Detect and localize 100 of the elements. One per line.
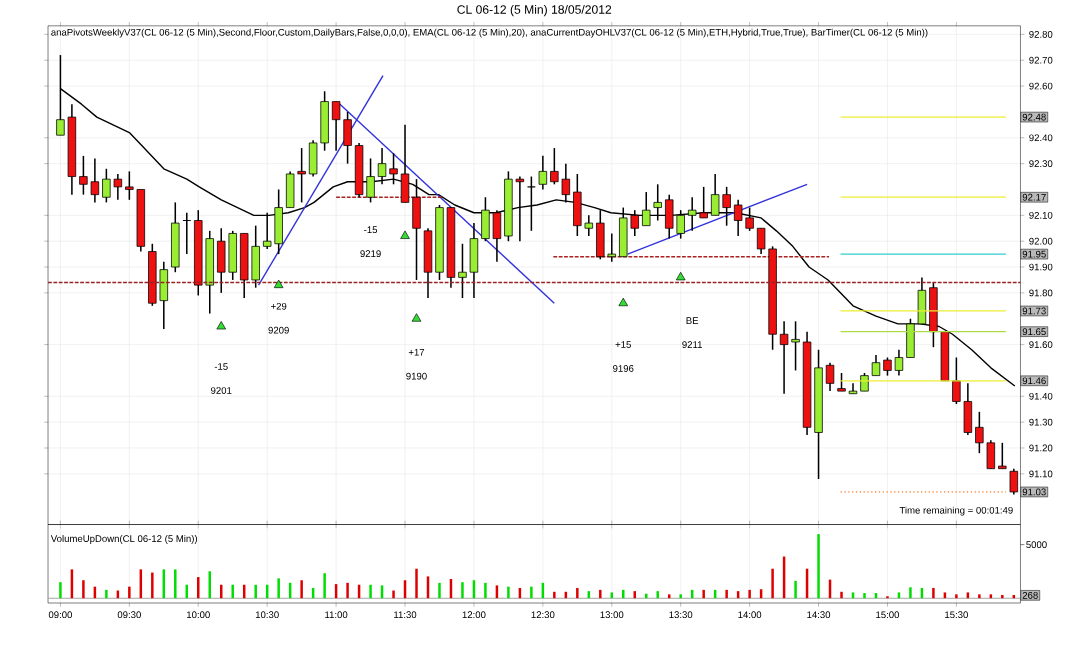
bar [231,584,234,599]
ref-line-label: 91.46 [1022,377,1046,385]
annotation: 9196 [613,365,634,372]
y-tick-label: 91.10 [1029,470,1053,478]
y-tick-label: 91.90 [1029,263,1053,271]
candlestick [653,183,662,222]
candlestick [262,211,272,250]
y-tick-label: 91.20 [1029,444,1053,452]
bar [484,582,487,599]
bar [622,589,625,599]
annotation: 9211 [682,341,702,348]
bar [725,589,728,599]
annotation: -15 [364,226,378,234]
bar [576,587,579,599]
bar [461,582,464,599]
ref-line-label: 92.17 [1022,193,1046,201]
bar [553,591,556,599]
candlestick [561,162,571,204]
bar [909,587,912,599]
y-tick-label: 92.10 [1029,211,1053,219]
candlestick [642,191,651,227]
y-tick-label: 92.70 [1029,56,1053,64]
bar [1001,594,1004,599]
bar [794,580,797,599]
candlestick [745,206,754,232]
candlestick [825,361,835,392]
candlestick [90,157,100,204]
bar [978,594,981,599]
bar [128,586,131,599]
y-tick-label: 91.30 [1029,418,1053,426]
text: 268 [1022,591,1038,599]
candlestick [538,155,548,191]
candlestick [125,170,134,201]
x-tick-label: 15:00 [876,611,900,619]
y-tick-label: 91.80 [1029,289,1053,297]
candlestick [733,199,743,237]
candlestick [722,186,731,227]
chart-title: CL 06-12 (5 Min) 18/05/2012 [457,4,612,17]
candlestick [676,209,685,240]
bar [277,578,280,599]
x-tick-label: 09:00 [48,611,73,619]
candlestick [113,173,123,201]
bar [208,571,211,599]
candlestick [710,173,720,217]
candlestick [883,356,892,377]
chart-title: VolumeUpDown(CL 06-12 (5 Min)) [50,534,198,544]
bar [771,568,774,599]
bar [863,593,866,599]
x-tick-label: 12:00 [462,611,486,619]
candlestick [894,348,904,377]
x-tick-label: 09:30 [117,611,141,619]
y-tick-label: 92.40 [1029,134,1053,142]
y-tick-label: 92.30 [1029,160,1053,168]
y-tick-label: 92.60 [1029,82,1053,90]
x-tick-label: 11:30 [394,611,417,619]
bar [530,586,533,599]
bar [346,582,349,599]
x-tick-label: 12:30 [531,611,555,619]
point [273,279,284,288]
point [216,321,226,330]
candlestick [377,147,387,186]
candlestick [1009,467,1019,496]
bar [955,594,958,599]
point [675,271,686,281]
bar [679,594,682,599]
chart-subtitle: anaPivotsWeeklyV37(CL 06-12 (5 Min),Second,Floor,Custom,DailyBars,False,0,0,0), EMA(CL 06-12 (5 Min),20), anaCurrentDayOHLV37(CL 06-12 (5 Min),ETH,Hybrid,True,True), BarTimer(CL 06-12 (5 Min)) [51,28,928,38]
x-tick-label: 11:00 [325,611,348,619]
candlestick [550,147,559,186]
candlestick [389,152,398,186]
point [411,313,422,322]
candlestick [779,320,789,395]
candlestick [515,175,525,242]
bar [392,590,395,599]
candlestick [527,175,536,232]
candlestick [975,411,984,454]
bar [932,587,935,599]
point [618,297,629,307]
candlestick [366,157,375,204]
candlestick [871,354,881,377]
candlestick [630,209,639,237]
bar [254,584,257,599]
x-tick-label: 10:30 [255,611,279,619]
bar [840,591,843,599]
bar [656,591,659,599]
candlestick [952,356,961,405]
annotation: 9190 [406,372,427,380]
annotation: Time remaining = 00:01:49 [899,506,1013,516]
bar [369,584,372,599]
candlestick [607,232,616,263]
x-tick-label: 13:00 [600,611,624,619]
bar [105,589,108,599]
candlestick [458,242,467,299]
candlestick [687,196,697,232]
bar [323,573,326,599]
bar [599,589,602,599]
bar [507,586,510,599]
ref-line-label: 91.73 [1022,307,1046,315]
ref-line-label: 91.03 [1022,488,1046,496]
x-tick-label: 10:00 [187,611,210,619]
annotation: +17 [408,348,425,356]
